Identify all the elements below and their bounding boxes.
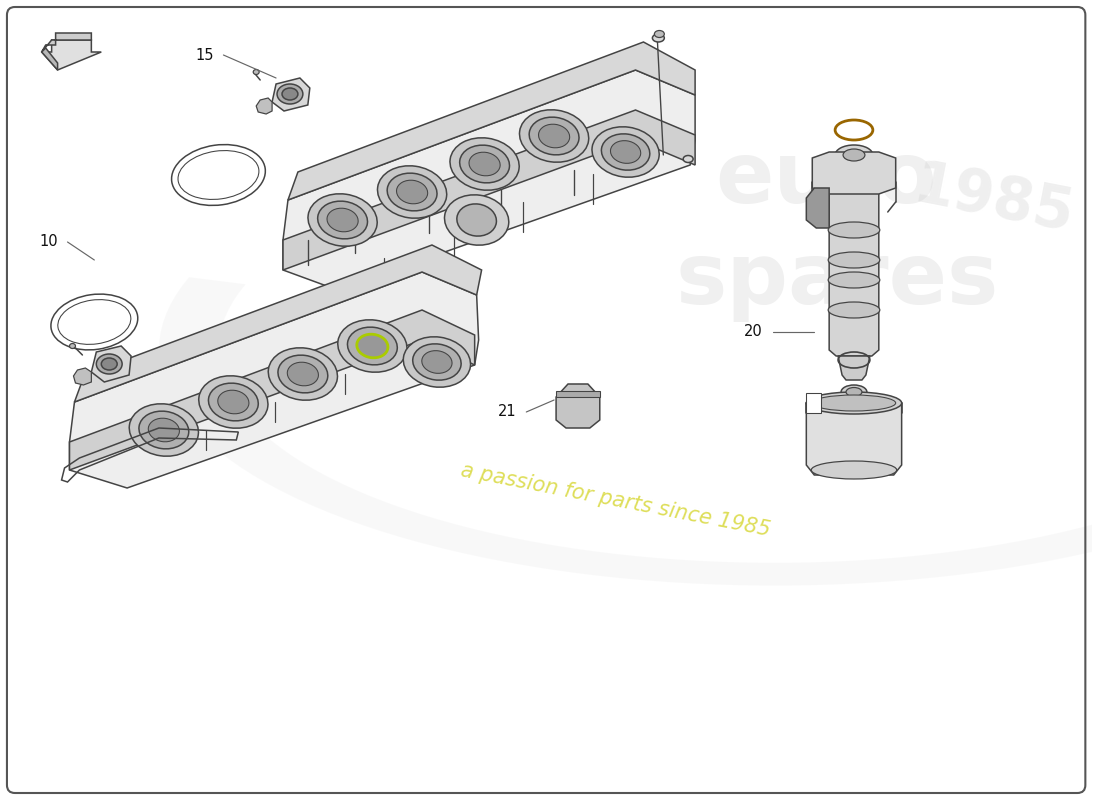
Ellipse shape: [318, 201, 367, 239]
Ellipse shape: [654, 30, 664, 38]
Polygon shape: [42, 33, 91, 52]
Ellipse shape: [208, 383, 258, 421]
Polygon shape: [158, 277, 1100, 586]
Text: 10: 10: [39, 234, 57, 250]
Ellipse shape: [444, 195, 509, 245]
Ellipse shape: [828, 252, 880, 268]
Ellipse shape: [828, 222, 880, 238]
Ellipse shape: [610, 141, 640, 163]
Ellipse shape: [412, 344, 461, 380]
Ellipse shape: [450, 138, 519, 190]
Ellipse shape: [356, 334, 388, 358]
Polygon shape: [806, 393, 822, 413]
Ellipse shape: [396, 180, 428, 204]
Text: spares: spares: [675, 238, 999, 322]
Polygon shape: [806, 403, 902, 475]
Polygon shape: [42, 48, 57, 70]
Ellipse shape: [101, 358, 118, 370]
Ellipse shape: [348, 327, 397, 365]
Ellipse shape: [842, 385, 867, 399]
Bar: [557, 391, 600, 397]
Ellipse shape: [539, 124, 570, 148]
Ellipse shape: [282, 88, 298, 100]
Text: euro: euro: [715, 138, 936, 222]
Polygon shape: [75, 245, 482, 402]
Polygon shape: [838, 356, 870, 380]
Ellipse shape: [683, 155, 693, 162]
Ellipse shape: [835, 145, 873, 165]
Ellipse shape: [268, 348, 338, 400]
Ellipse shape: [456, 204, 496, 236]
Ellipse shape: [377, 166, 447, 218]
Polygon shape: [69, 310, 475, 470]
Ellipse shape: [812, 395, 895, 411]
Ellipse shape: [387, 173, 437, 211]
Ellipse shape: [129, 404, 198, 456]
Ellipse shape: [69, 343, 76, 349]
Ellipse shape: [278, 355, 328, 393]
Ellipse shape: [218, 390, 249, 414]
Polygon shape: [91, 346, 131, 382]
Polygon shape: [74, 368, 91, 385]
Ellipse shape: [812, 461, 896, 479]
Ellipse shape: [139, 411, 189, 449]
Ellipse shape: [602, 134, 650, 170]
Ellipse shape: [97, 354, 122, 374]
Polygon shape: [283, 110, 695, 270]
Ellipse shape: [828, 272, 880, 288]
Ellipse shape: [327, 208, 359, 232]
Polygon shape: [283, 70, 695, 290]
Ellipse shape: [277, 84, 302, 104]
Ellipse shape: [846, 387, 862, 397]
Ellipse shape: [652, 34, 664, 42]
Ellipse shape: [338, 320, 407, 372]
Text: 15: 15: [195, 47, 213, 62]
Polygon shape: [272, 78, 310, 111]
Ellipse shape: [843, 149, 865, 161]
Polygon shape: [256, 98, 272, 114]
Polygon shape: [557, 384, 600, 428]
Ellipse shape: [199, 376, 268, 428]
Polygon shape: [69, 272, 478, 488]
Ellipse shape: [828, 302, 880, 318]
Ellipse shape: [287, 362, 318, 386]
Ellipse shape: [469, 152, 500, 176]
Ellipse shape: [253, 70, 260, 74]
Ellipse shape: [806, 392, 902, 414]
Polygon shape: [806, 188, 829, 228]
Ellipse shape: [529, 117, 579, 155]
Text: a passion for parts since 1985: a passion for parts since 1985: [459, 460, 772, 540]
Ellipse shape: [148, 418, 179, 442]
Text: 21: 21: [497, 405, 516, 419]
Text: 20: 20: [744, 325, 762, 339]
Polygon shape: [812, 152, 895, 194]
Text: 1985: 1985: [908, 157, 1078, 243]
Ellipse shape: [308, 194, 377, 246]
Polygon shape: [288, 42, 695, 200]
Ellipse shape: [460, 145, 509, 183]
Ellipse shape: [519, 110, 588, 162]
Polygon shape: [42, 40, 101, 70]
Polygon shape: [829, 184, 879, 356]
Ellipse shape: [592, 126, 659, 178]
Ellipse shape: [421, 350, 452, 374]
Ellipse shape: [404, 337, 471, 387]
